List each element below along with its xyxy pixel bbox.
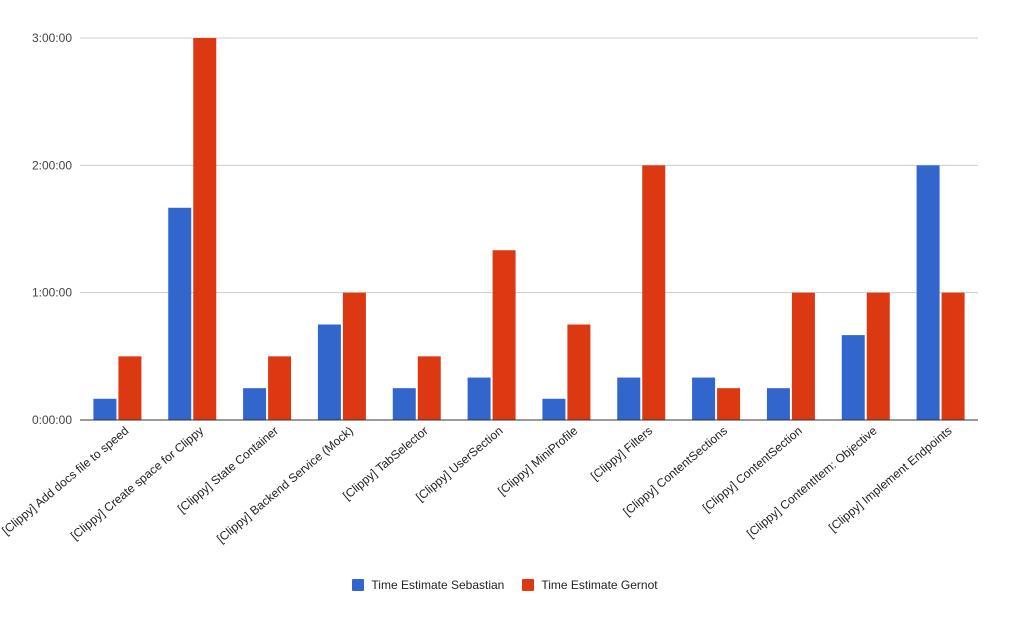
legend-item-gernot[interactable]: Time Estimate Gernot [522,578,658,592]
bar-sebastian[interactable] [692,377,716,420]
bar-sebastian[interactable] [617,377,641,420]
bar-gernot[interactable] [791,292,815,420]
bar-sebastian[interactable] [916,165,940,420]
y-axis-ticks: 0:00:00 1:00:00 2:00:00 3:00:00 [32,31,72,427]
legend-label-gernot: Time Estimate Gernot [541,578,658,592]
legend-swatch-sebastian [352,579,365,591]
bar-gernot[interactable] [118,356,142,420]
x-tick-label: [Clippy] MiniProfile [495,423,580,498]
legend-swatch-gernot [522,579,535,591]
x-tick-label: [Clippy] Filters [588,424,655,484]
bar-series [80,38,978,421]
bar-sebastian[interactable] [317,324,341,421]
bar-gernot[interactable] [417,356,441,420]
y-tick-label: 0:00:00 [32,413,72,427]
bar-gernot[interactable] [866,292,890,420]
bar-sebastian[interactable] [392,388,416,420]
x-axis-labels: [Clippy] Add docs file to speed[Clippy] … [0,423,955,545]
bar-sebastian[interactable] [467,377,491,420]
x-tick-label: [Clippy] Backend Service (Mock) [214,424,356,546]
x-tick-label: [Clippy] ContentItem: Objective [744,423,880,540]
bar-sebastian[interactable] [93,398,117,420]
legend-item-sebastian[interactable]: Time Estimate Sebastian [352,578,504,592]
bar-sebastian[interactable] [243,388,267,420]
bar-gernot[interactable] [193,38,217,420]
bar-sebastian[interactable] [841,335,865,420]
bar-sebastian[interactable] [766,388,790,420]
y-tick-label: 1:00:00 [32,286,72,300]
y-tick-label: 3:00:00 [32,31,72,45]
legend-label-sebastian: Time Estimate Sebastian [371,578,505,592]
bar-sebastian[interactable] [542,398,566,420]
x-tick-label: [Clippy] Add docs file to speed [0,424,131,538]
legend: Time Estimate Sebastian Time Estimate Ge… [0,578,1010,592]
bar-gernot[interactable] [567,324,591,421]
bar-gernot[interactable] [941,292,965,420]
bar-gernot[interactable] [492,250,516,420]
y-tick-label: 2:00:00 [32,158,72,172]
x-tick-label: [Clippy] Implement Endpoints [826,424,955,535]
bar-gernot[interactable] [342,292,366,420]
bar-gernot[interactable] [717,388,741,420]
bar-gernot[interactable] [642,165,666,420]
x-tick-label: [Clippy] Create space for Clippy [68,424,206,543]
bar-gernot[interactable] [268,356,292,420]
bar-sebastian[interactable] [168,207,192,420]
